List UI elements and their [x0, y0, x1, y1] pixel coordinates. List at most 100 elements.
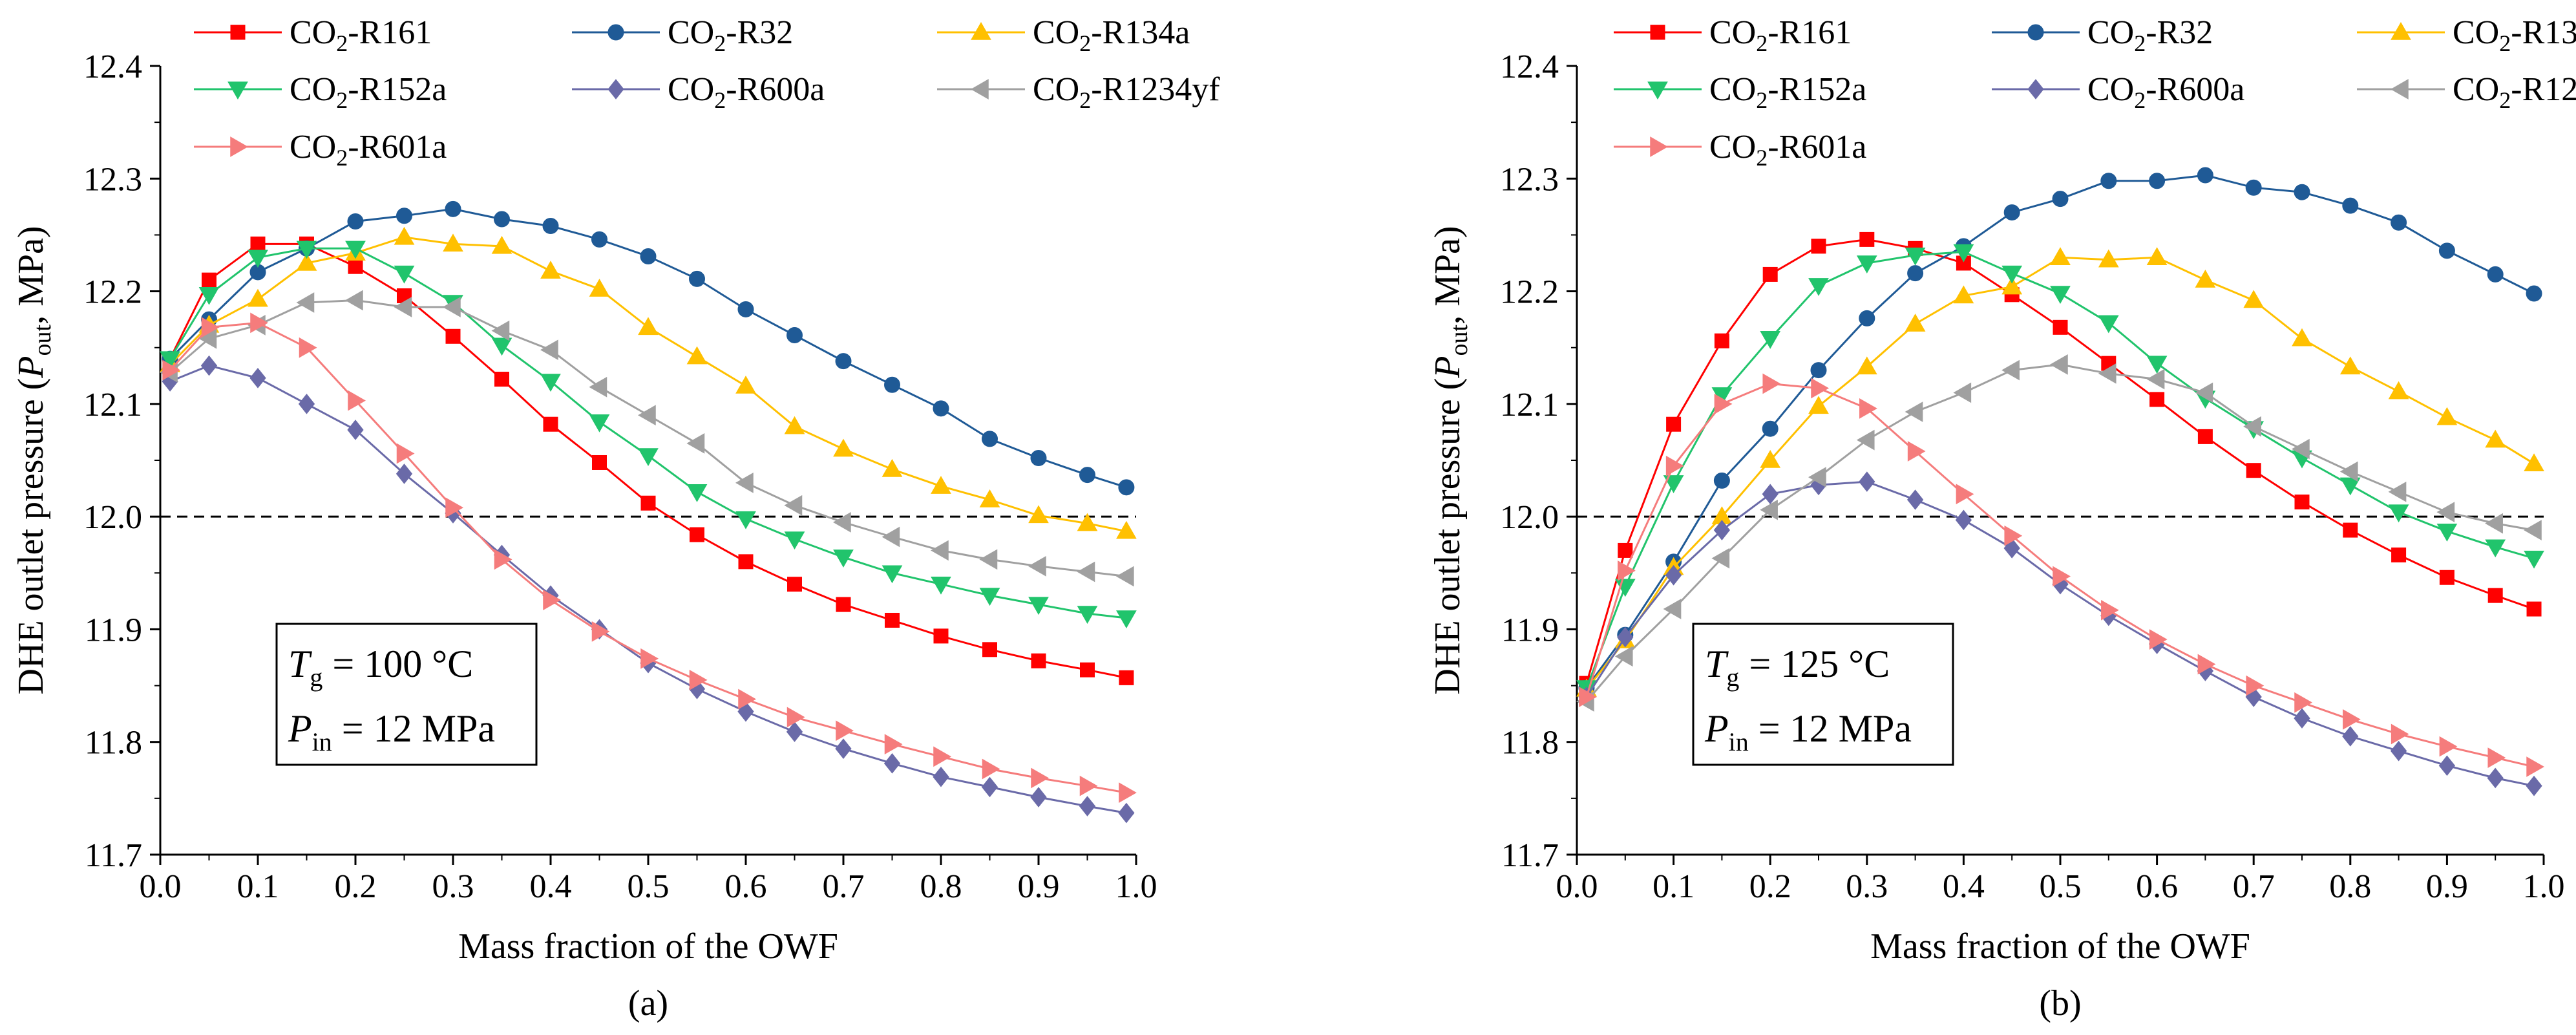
data-point-r152a — [1116, 610, 1137, 629]
x-tick-label: 0.2 — [1749, 868, 1791, 905]
legend: CO2-R161 CO2-R32 CO2-R134a CO2-R152a CO2-R60… — [194, 14, 1220, 171]
data-point-r1234yf — [296, 292, 315, 313]
data-point-r601a — [2294, 692, 2313, 713]
legend-label-r161: CO2-R161 — [1709, 14, 1852, 56]
data-point-r161 — [2246, 463, 2261, 478]
data-point-r32 — [2052, 191, 2069, 208]
data-point-r1234yf — [540, 339, 558, 361]
data-point-r134a — [2524, 453, 2544, 471]
data-point-r1234yf — [1760, 499, 1778, 520]
data-point-r134a — [443, 233, 463, 252]
legend-marker-r134a — [971, 21, 991, 40]
data-point-r161 — [1714, 333, 1729, 348]
data-point-r601a — [162, 359, 181, 381]
data-point-r161 — [1080, 662, 1095, 678]
data-point-r601a — [2526, 756, 2545, 777]
data-point-r134a — [2339, 356, 2361, 375]
data-point-r1234yf — [394, 297, 412, 317]
data-point-r32 — [787, 327, 803, 344]
data-point-r1234yf — [442, 297, 461, 317]
data-point-r32 — [1030, 450, 1047, 467]
data-point-r1234yf — [1077, 561, 1095, 582]
x-tick-label: 0.7 — [823, 868, 865, 905]
data-point-r152a — [638, 448, 659, 467]
data-point-r152a — [1663, 475, 1684, 493]
data-point-r152a — [2524, 550, 2544, 569]
data-point-r601a — [1714, 393, 1733, 414]
data-point-r600a — [298, 394, 315, 414]
data-point-r152a — [1905, 248, 1926, 266]
data-point-r161 — [202, 272, 216, 288]
data-point-r601a — [1907, 441, 1926, 462]
data-point-r161 — [543, 416, 558, 432]
data-point-r32 — [835, 353, 852, 370]
data-point-r600a — [835, 738, 852, 759]
data-point-r152a — [931, 576, 951, 595]
data-point-r152a — [1808, 278, 1829, 296]
condition-annotation: Tg = 125 °C Pin = 12 MPa — [1692, 623, 1954, 766]
legend-label-r600a: CO2-R600a — [668, 71, 825, 113]
data-point-r32 — [1713, 472, 1730, 489]
x-tick-label: 0.6 — [2136, 868, 2178, 905]
series-line-r152a — [1585, 251, 2535, 688]
data-point-r601a — [2439, 736, 2458, 757]
data-point-r1234yf — [2339, 461, 2358, 482]
data-point-r601a — [2101, 599, 2119, 621]
data-point-r1234yf — [930, 540, 949, 561]
data-point-r601a — [2053, 566, 2071, 587]
series-line-r134a — [169, 236, 1127, 533]
data-point-r134a — [296, 252, 317, 271]
data-point-r161 — [933, 628, 949, 644]
data-point-r601a — [1811, 378, 1830, 399]
data-point-r161 — [885, 612, 900, 628]
data-point-r32 — [1859, 310, 1875, 326]
legend-label-r1234yf: CO2-R1234yf — [2453, 71, 2576, 113]
data-point-r134a — [638, 317, 659, 336]
data-point-r601a — [250, 312, 269, 334]
data-point-r161 — [2526, 601, 2542, 617]
data-point-r601a — [2149, 629, 2168, 650]
data-point-r161 — [690, 527, 704, 542]
y-axis-title: DHE outlet pressure (Pout, MPa) — [11, 226, 56, 694]
x-axis-title: Mass fraction of the OWF — [458, 926, 838, 966]
data-point-r600a — [2390, 740, 2407, 762]
legend-label-r32: CO2-R32 — [668, 14, 793, 56]
legend-marker-r1234yf — [970, 79, 989, 100]
data-point-r134a — [394, 226, 415, 245]
data-point-r152a — [1077, 606, 1098, 624]
y-tick-label: 11.7 — [85, 837, 142, 874]
data-point-r161 — [738, 554, 754, 570]
data-point-r32 — [2100, 173, 2117, 189]
data-point-r32 — [1118, 479, 1135, 496]
data-point-r600a — [1955, 509, 1972, 531]
legend-label-r600a: CO2-R600a — [2087, 71, 2244, 113]
data-point-r1234yf — [2291, 438, 2310, 460]
data-point-r600a — [2438, 755, 2456, 776]
x-tick-label: 1.0 — [1115, 868, 1157, 905]
series-line-r161 — [1585, 238, 2535, 684]
data-point-r32 — [445, 200, 461, 217]
data-point-r134a — [784, 416, 805, 434]
annotation-line-1: Tg = 125 °C — [1705, 643, 1890, 692]
data-point-r1234yf — [1953, 382, 1972, 403]
annotation-line-2: Pin = 12 MPa — [288, 707, 495, 756]
data-point-r600a — [249, 367, 266, 389]
data-point-r152a — [2050, 286, 2071, 304]
y-tick-label: 12.4 — [1500, 48, 1559, 85]
data-point-r134a — [2436, 407, 2458, 425]
data-point-r32 — [2003, 204, 2020, 221]
data-point-r161 — [2053, 319, 2068, 335]
data-point-r1234yf — [2001, 359, 2020, 381]
data-point-r1234yf — [979, 549, 998, 570]
data-point-r1234yf — [1905, 401, 1923, 422]
data-point-r601a — [201, 317, 220, 338]
data-point-r152a — [345, 240, 366, 259]
x-tick-label: 0.0 — [140, 868, 182, 905]
data-point-r600a — [883, 753, 901, 774]
data-point-r161 — [2149, 392, 2165, 407]
data-point-r600a — [2526, 775, 2542, 796]
y-tick-label: 12.1 — [1500, 387, 1559, 423]
y-tick-label: 11.7 — [1501, 837, 1559, 874]
data-point-r161 — [1811, 239, 1826, 254]
